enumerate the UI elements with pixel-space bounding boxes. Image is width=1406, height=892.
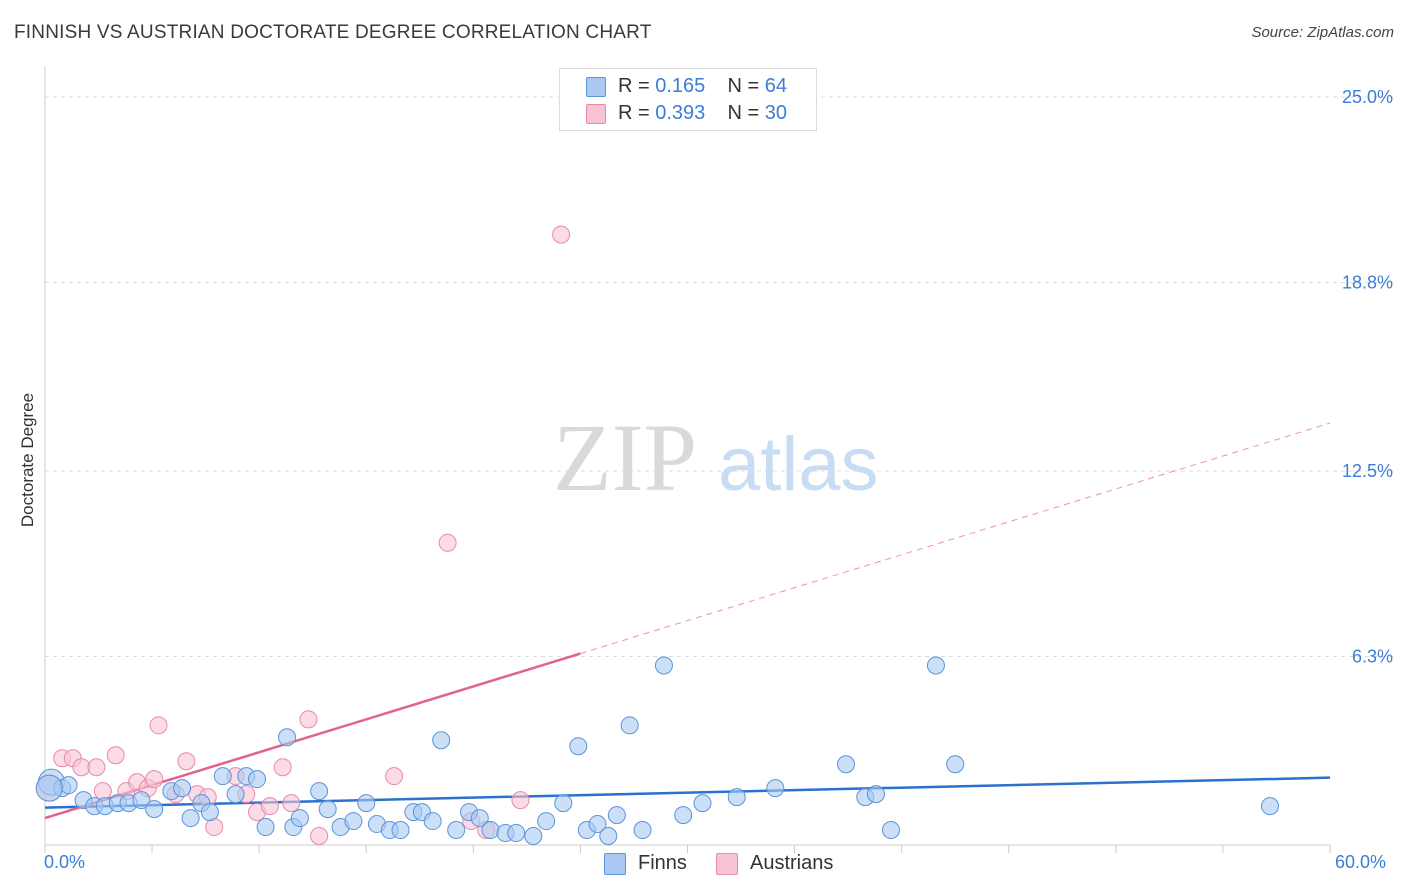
finns-point xyxy=(926,656,945,675)
finns-point xyxy=(344,812,363,831)
legend-r-label: R = xyxy=(618,75,656,97)
finns-point xyxy=(132,791,151,810)
watermark-atlas: atlas xyxy=(718,422,879,507)
finns-point xyxy=(836,755,855,774)
austrians-point xyxy=(87,758,106,777)
finns-point xyxy=(145,800,164,819)
finns-legend-label: Finns xyxy=(638,852,687,874)
finns-point xyxy=(226,785,245,804)
finns-point xyxy=(35,774,63,802)
austrians-legend-swatch xyxy=(716,853,738,875)
legend-r-value-finns: 0.165 xyxy=(655,75,706,97)
chart-title: FINNISH VS AUSTRIAN DOCTORATE DEGREE COR… xyxy=(14,22,652,43)
finns-point xyxy=(766,779,785,798)
finns-point xyxy=(59,776,78,795)
finns-point xyxy=(318,800,337,819)
austrians-point xyxy=(93,782,112,801)
austrians-point xyxy=(438,533,457,552)
finns-point xyxy=(881,821,900,840)
finns-point xyxy=(423,812,442,831)
watermark: ZIP atlas xyxy=(553,404,879,511)
austrians-point xyxy=(273,758,292,777)
x-tick-label-min: 0.0% xyxy=(44,852,86,872)
source-label: Source: ZipAtlas.com xyxy=(1251,24,1394,41)
finns-point xyxy=(470,809,489,828)
finns-trend-line xyxy=(44,776,1331,809)
finns-point xyxy=(256,818,275,837)
austrians-point xyxy=(145,770,164,789)
finns-point xyxy=(620,716,639,735)
y-tick-labels: 6.3% 12.5% 18.8% 25.0% xyxy=(1342,87,1393,667)
austrians-point xyxy=(282,794,301,813)
austrians-point xyxy=(260,797,279,816)
y-tick-label: 25.0% xyxy=(1342,87,1393,107)
axes xyxy=(44,66,1331,853)
finns-point xyxy=(524,827,543,846)
legend-n-label: N = xyxy=(727,75,765,97)
finns-point xyxy=(213,767,232,786)
x-tick-label-max: 60.0% xyxy=(1335,852,1387,872)
y-tick-label: 18.8% xyxy=(1342,273,1393,293)
legend-r-value-austrians: 0.393 xyxy=(655,102,706,124)
austrians-point xyxy=(511,791,530,810)
y-tick-label: 6.3% xyxy=(1352,647,1393,667)
finns-point xyxy=(432,731,451,750)
finns-point xyxy=(181,809,200,828)
finns-legend-swatch xyxy=(604,853,626,875)
austrians-point xyxy=(385,767,404,786)
finns-point xyxy=(447,821,466,840)
finns-swatch xyxy=(586,77,606,97)
finns-point xyxy=(727,788,746,807)
finns-point xyxy=(357,794,376,813)
finns-point xyxy=(248,770,267,789)
finns-point xyxy=(173,779,192,798)
legend-n-value-finns: 64 xyxy=(764,75,788,97)
austrians-point xyxy=(310,827,329,846)
finns-point xyxy=(290,809,309,828)
finns-point xyxy=(633,821,652,840)
austrians-point xyxy=(177,752,196,771)
austrians-point xyxy=(299,710,318,729)
austrians-legend-label: Austrians xyxy=(750,852,834,874)
finns-point xyxy=(569,737,588,756)
finns-point xyxy=(310,782,329,801)
austrians-trend-extension xyxy=(580,422,1331,654)
austrians-point xyxy=(106,746,125,765)
finns-point xyxy=(599,827,618,846)
finns-point xyxy=(588,815,607,834)
stats-legend: R = 0.165 N = 64 R = 0.393 N = 30 xyxy=(559,68,817,131)
finns-point xyxy=(946,755,965,774)
austrians-swatch xyxy=(586,104,606,124)
finns-point xyxy=(866,785,885,804)
finns-point xyxy=(481,821,500,840)
finns-point xyxy=(693,794,712,813)
finns-point xyxy=(507,824,526,843)
finns-point xyxy=(537,812,556,831)
finns-point xyxy=(200,803,219,822)
finns-point xyxy=(674,806,693,825)
finns-point xyxy=(1261,797,1280,816)
austrians-point xyxy=(149,716,168,735)
y-tick-label: 12.5% xyxy=(1342,461,1393,481)
finns-point xyxy=(607,806,626,825)
austrians-point xyxy=(72,758,91,777)
austrians-point xyxy=(552,225,571,244)
watermark-zip: ZIP xyxy=(553,404,697,511)
grid-lines xyxy=(45,96,1395,658)
y-axis-label: Doctorate Degree xyxy=(18,392,37,528)
finns-point xyxy=(554,794,573,813)
austrians-point xyxy=(205,818,224,837)
legend-n-value-austrians: 30 xyxy=(764,102,788,124)
data-points xyxy=(35,225,1280,846)
finns-point xyxy=(278,728,297,747)
finns-point xyxy=(654,656,673,675)
legend-n-label: N = xyxy=(727,102,765,124)
finns-point xyxy=(391,821,410,840)
legend-r-label: R = xyxy=(618,102,656,124)
